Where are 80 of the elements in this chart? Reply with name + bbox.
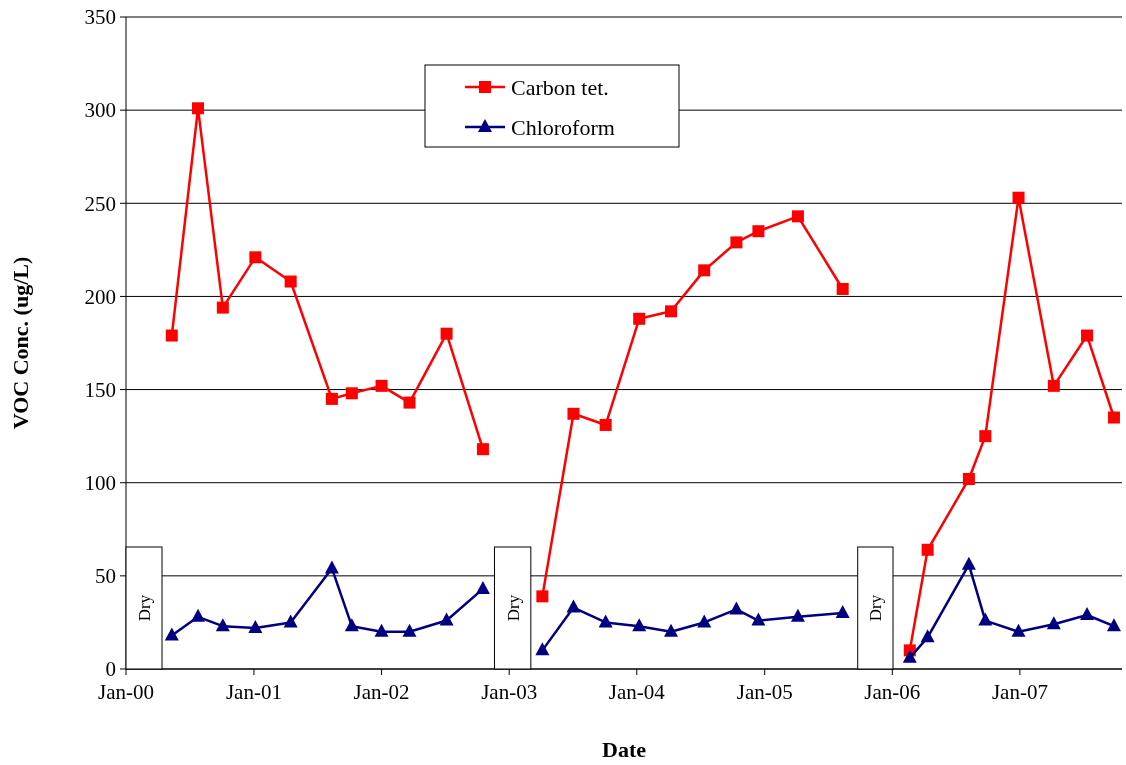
point — [835, 605, 850, 619]
point — [374, 623, 389, 637]
y-axis-title: VOC Conc. (ug/L) — [8, 256, 33, 430]
point — [1080, 606, 1095, 620]
point — [345, 387, 358, 400]
point — [902, 649, 917, 663]
point — [633, 312, 646, 325]
point — [283, 614, 298, 628]
y-tick-label: 300 — [84, 98, 116, 123]
y-tick-label: 250 — [84, 191, 116, 216]
band-label: Dry — [134, 594, 154, 622]
point — [664, 623, 679, 637]
point — [475, 580, 490, 594]
point — [1107, 411, 1120, 424]
point — [440, 327, 453, 340]
point — [979, 430, 992, 443]
point — [165, 329, 178, 342]
point — [403, 396, 416, 409]
point — [248, 620, 263, 634]
point — [729, 601, 744, 615]
point — [1046, 616, 1061, 630]
point — [730, 236, 743, 249]
point — [920, 629, 935, 643]
point — [961, 556, 976, 570]
point — [665, 305, 678, 318]
point — [567, 407, 580, 420]
point — [439, 612, 454, 626]
point — [632, 618, 647, 632]
x-tick-label: Jan-02 — [353, 680, 410, 704]
point — [751, 612, 766, 626]
point — [476, 443, 489, 456]
point — [836, 282, 849, 295]
x-tick-label: Jan-03 — [481, 680, 538, 704]
point — [697, 614, 712, 628]
point — [791, 210, 804, 223]
point — [535, 642, 550, 656]
y-tick-label: 350 — [84, 5, 116, 30]
point — [598, 614, 613, 628]
y-tick-label: 200 — [84, 284, 116, 309]
point — [1081, 329, 1094, 342]
point — [790, 608, 805, 622]
x-axis-title: Date — [602, 737, 647, 762]
legend-label: Chloroform — [511, 114, 615, 140]
x-tick-label: Jan-05 — [736, 680, 793, 704]
point — [344, 618, 359, 632]
y-tick-label: 50 — [95, 564, 116, 589]
y-tick-label: 150 — [84, 377, 116, 402]
x-tick-label: Jan-07 — [991, 680, 1048, 704]
point — [1047, 379, 1060, 392]
y-tick-label: 0 — [105, 657, 116, 682]
y-tick-label: 100 — [84, 471, 116, 496]
point — [1011, 623, 1026, 637]
point — [698, 264, 711, 277]
point — [1012, 191, 1025, 204]
point — [375, 379, 388, 392]
point — [192, 102, 205, 115]
point — [402, 623, 417, 637]
point — [284, 275, 297, 288]
point — [191, 608, 206, 622]
point — [599, 418, 612, 431]
legend-label: Carbon tet. — [511, 74, 609, 100]
point — [249, 251, 262, 264]
band-label: Dry — [866, 594, 886, 622]
point — [164, 627, 179, 641]
x-tick-label: Jan-01 — [225, 680, 282, 704]
point — [978, 612, 993, 626]
x-tick-label: Jan-00 — [98, 680, 154, 704]
x-tick-label: Jan-04 — [608, 680, 666, 704]
point — [566, 599, 581, 613]
point — [216, 301, 229, 314]
point — [215, 618, 230, 632]
point — [324, 560, 339, 574]
point — [325, 392, 338, 405]
band-label: Dry — [503, 594, 523, 622]
point — [921, 543, 934, 556]
point — [962, 472, 975, 485]
point — [1106, 618, 1121, 632]
point — [536, 590, 549, 603]
point — [752, 225, 765, 238]
x-tick-label: Jan-06 — [864, 680, 921, 704]
